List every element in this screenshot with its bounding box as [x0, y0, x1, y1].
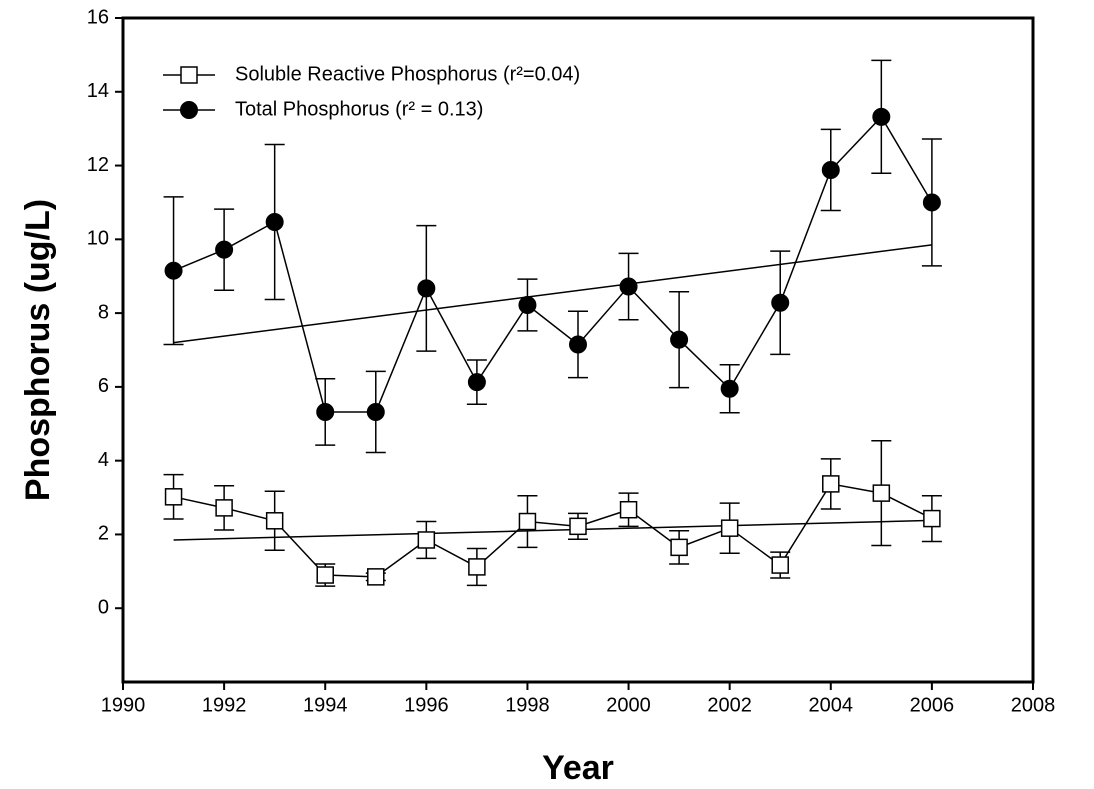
legend-marker [180, 66, 198, 84]
series-line [173, 483, 933, 578]
trend-line [173, 244, 932, 344]
marker [821, 160, 840, 179]
y-tick-label: 8 [98, 301, 109, 323]
marker [468, 558, 486, 576]
marker [265, 212, 284, 231]
y-tick-label: 10 [87, 228, 109, 250]
y-tick-label: 16 [87, 6, 109, 28]
marker [922, 193, 941, 212]
x-tick-label: 1990 [101, 694, 146, 716]
marker [771, 556, 789, 574]
marker [164, 488, 183, 506]
x-tick-label: 2006 [910, 694, 955, 716]
marker [923, 509, 941, 528]
marker [670, 330, 689, 349]
x-axis-title: Year [542, 749, 614, 787]
y-axis-title: Phosphorus (ug/L) [19, 199, 57, 501]
marker [670, 538, 688, 557]
marker [720, 519, 739, 537]
marker [164, 261, 183, 280]
marker [316, 566, 334, 584]
marker [518, 512, 537, 531]
marker [569, 517, 587, 536]
x-tick-label: 2008 [1011, 694, 1056, 716]
x-tick-label: 2004 [809, 694, 854, 716]
marker [619, 277, 638, 296]
legend-marker [180, 101, 198, 119]
y-tick-label: 6 [98, 375, 109, 397]
marker [417, 279, 436, 298]
marker [417, 531, 436, 549]
y-tick-label: 14 [87, 80, 109, 102]
marker [872, 107, 891, 126]
marker [771, 293, 790, 312]
marker [619, 500, 638, 519]
marker [467, 373, 486, 392]
x-tick-label: 1994 [303, 694, 348, 716]
x-tick-label: 1996 [404, 694, 449, 716]
marker [316, 402, 335, 421]
x-tick-label: 2000 [606, 694, 651, 716]
series-line [173, 115, 933, 413]
legend-label: Soluble Reactive Phosphorus (r²=0.04) [235, 63, 580, 85]
marker [569, 335, 587, 354]
marker [265, 512, 284, 530]
x-tick-label: 1992 [202, 694, 247, 716]
plot-frame [121, 16, 1035, 684]
legend-label: Total Phosphorus (r² = 0.13) [235, 98, 483, 120]
x-tick-label: 1998 [505, 694, 550, 716]
marker [215, 499, 233, 517]
y-tick-label: 12 [87, 154, 109, 176]
marker [366, 402, 385, 421]
marker [367, 568, 385, 586]
marker [822, 475, 840, 493]
marker [720, 379, 739, 398]
y-tick-label: 0 [98, 597, 109, 619]
y-tick-label: 2 [98, 523, 109, 545]
marker [872, 484, 891, 502]
y-tick-label: 4 [98, 449, 109, 471]
marker [518, 295, 537, 314]
x-tick-label: 2002 [707, 694, 752, 716]
marker [215, 240, 234, 259]
